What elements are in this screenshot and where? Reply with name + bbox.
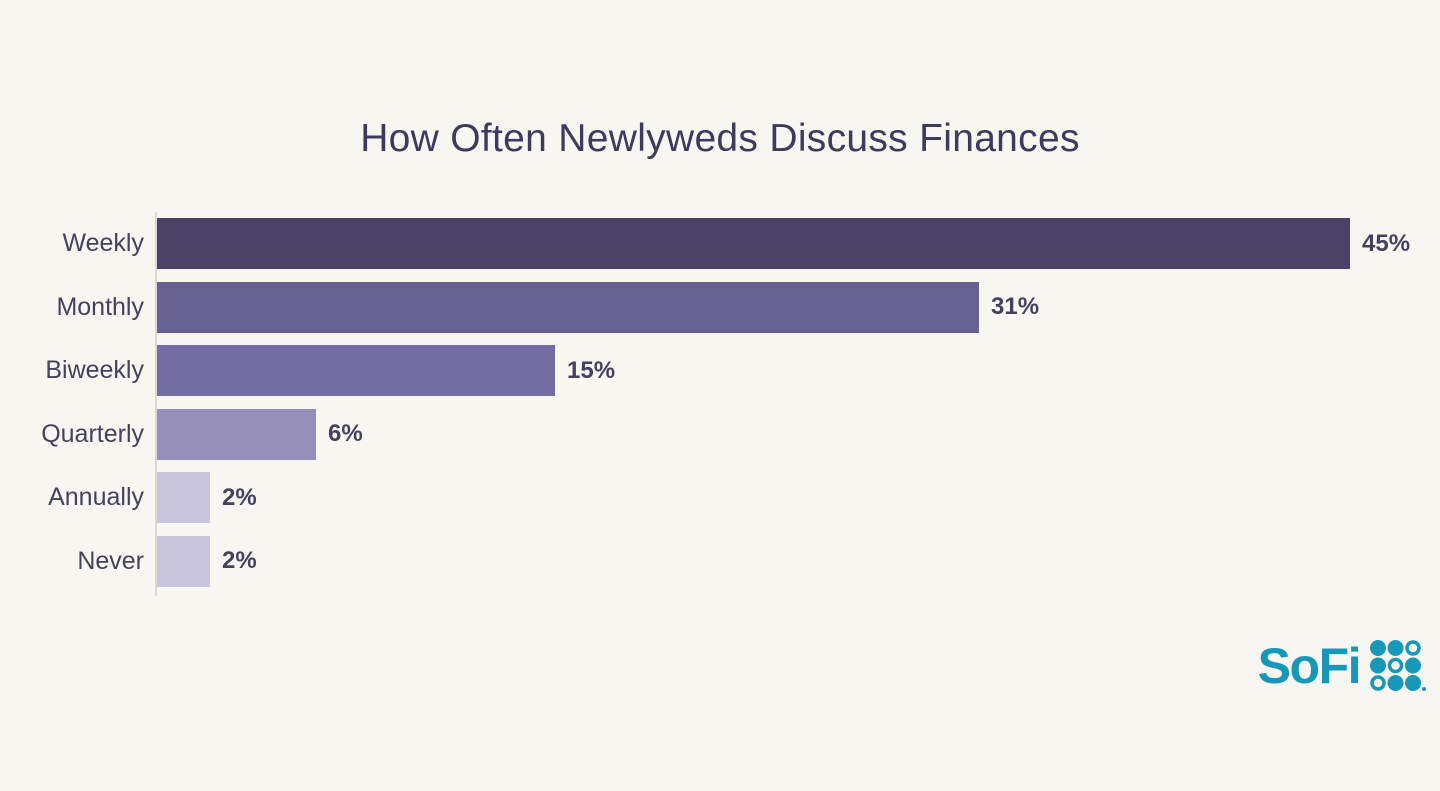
value-label: 15%	[567, 356, 616, 384]
bar-rows: Weekly 45% Monthly 31% Biweekly 15% Quar…	[0, 218, 1440, 587]
bar	[157, 472, 210, 523]
category-label: Never	[77, 546, 144, 575]
sofi-logo-text: SoFi	[1257, 637, 1362, 694]
bar-area: 15%	[157, 345, 615, 396]
sofi-logo: SoFi	[1257, 637, 1426, 694]
bar-row: Annually 2%	[0, 472, 1440, 523]
category-label: Biweekly	[45, 356, 144, 384]
bar	[157, 218, 1350, 269]
value-label: 6%	[328, 420, 363, 447]
bar	[157, 535, 210, 587]
bar-area: 2%	[157, 535, 257, 587]
y-axis-line	[155, 212, 157, 596]
bar	[157, 345, 555, 396]
value-label: 31%	[991, 293, 1040, 320]
bar-row: Weekly 45%	[0, 218, 1440, 269]
bar-row: Monthly 31%	[0, 281, 1440, 333]
bar-row: Never 2%	[0, 535, 1440, 587]
bar-area: 2%	[157, 472, 257, 523]
bar-row: Quarterly 6%	[0, 408, 1440, 460]
bar	[157, 408, 316, 460]
bar-area: 45%	[157, 218, 1410, 269]
category-label: Quarterly	[41, 419, 144, 448]
bar-row: Biweekly 15%	[0, 345, 1440, 396]
value-label: 2%	[222, 483, 257, 511]
sofi-dots-grid-icon	[1370, 640, 1421, 691]
bar-chart: Weekly 45% Monthly 31% Biweekly 15% Quar…	[0, 212, 1440, 596]
registered-mark-dot	[1422, 687, 1426, 691]
category-label: Annually	[48, 483, 144, 511]
category-label: Weekly	[62, 229, 144, 257]
bar-area: 6%	[157, 408, 363, 460]
category-label: Monthly	[56, 292, 144, 321]
bar-area: 31%	[157, 281, 1040, 333]
chart-title: How Often Newlyweds Discuss Finances	[360, 117, 1080, 160]
bar	[157, 281, 979, 333]
sofi-logo-mark-wrap	[1370, 640, 1426, 691]
value-label: 45%	[1362, 229, 1411, 257]
value-label: 2%	[222, 547, 257, 574]
